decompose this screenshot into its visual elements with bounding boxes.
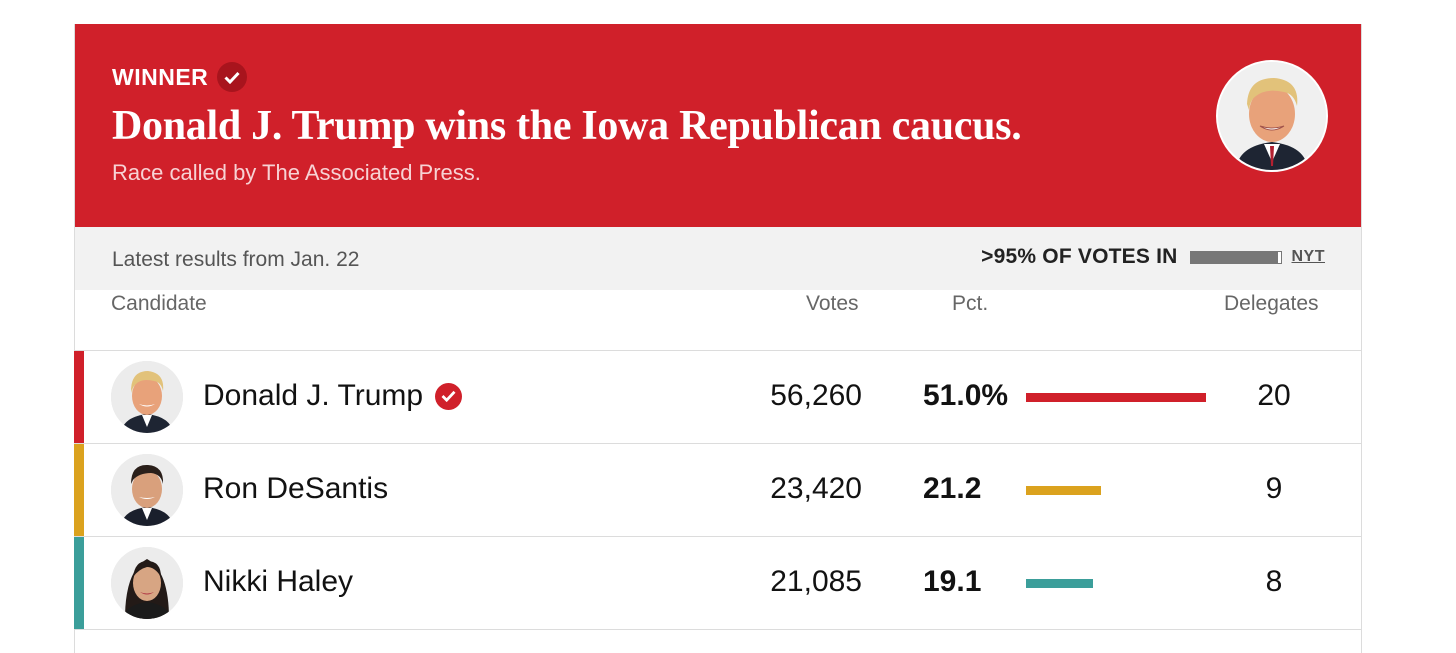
- candidate-name-cell: Donald J. Trump: [203, 379, 463, 413]
- candidate-name: Nikki Haley: [203, 565, 354, 598]
- source-link[interactable]: NYT: [1291, 248, 1325, 265]
- candidate-name: Ron DeSantis: [203, 472, 389, 505]
- table-row: Nikki Haley 21,085 19.1 8: [74, 537, 1362, 630]
- candidate-name-cell: Nikki Haley: [203, 565, 353, 599]
- percentage-bar: [1026, 486, 1101, 495]
- vote-count: 21,085: [770, 565, 862, 598]
- winner-banner: WINNER Donald J. Trump wins the Iowa Rep…: [75, 24, 1361, 227]
- party-color-stripe: [74, 444, 84, 536]
- winner-photo: [1216, 60, 1328, 172]
- party-color-stripe: [74, 537, 84, 629]
- check-icon: [217, 62, 248, 92]
- candidate-name-cell: Ron DeSantis: [203, 472, 388, 506]
- table-row: Ron DeSantis 23,420 21.2 9: [74, 444, 1362, 537]
- race-called-note: Race called by The Associated Press.: [112, 160, 481, 185]
- vote-percentage: 51.0%: [923, 379, 1009, 412]
- delegate-count: 20: [1257, 379, 1291, 412]
- winner-label: WINNER: [112, 63, 209, 90]
- vote-count: 23,420: [770, 472, 862, 505]
- party-color-stripe: [74, 351, 84, 443]
- vote-percentage: 19.1: [923, 565, 982, 598]
- candidate-name: Donald J. Trump: [203, 379, 424, 412]
- table-row: Donald J. Trump 56,260 51.0% 20: [74, 351, 1362, 444]
- percentage-bar: [1026, 393, 1206, 402]
- avatar: [111, 361, 183, 433]
- delegate-count: 9: [1265, 472, 1283, 505]
- votes-in-progress: [1189, 250, 1282, 264]
- avatar: [111, 454, 183, 526]
- headline: Donald J. Trump wins the Iowa Republican…: [112, 103, 1022, 149]
- header-votes: Votes: [806, 292, 859, 315]
- header-divider: [74, 350, 1362, 351]
- latest-results-date: Latest results from Jan. 22: [112, 248, 360, 271]
- vote-percentage: 21.2: [923, 472, 982, 505]
- votes-in-progress-fill: [1190, 251, 1278, 263]
- delegate-count: 8: [1265, 565, 1283, 598]
- header-delegates: Delegates: [1224, 292, 1319, 315]
- results-card: WINNER Donald J. Trump wins the Iowa Rep…: [74, 24, 1362, 653]
- header-pct: Pct.: [952, 292, 989, 315]
- avatar: [111, 547, 183, 619]
- winner-check-icon: [435, 382, 463, 410]
- votes-in-label: >95% OF VOTES IN: [981, 245, 1178, 268]
- header-candidate: Candidate: [111, 292, 207, 315]
- vote-count: 56,260: [770, 379, 862, 412]
- winner-row: WINNER: [112, 62, 248, 92]
- percentage-bar: [1026, 579, 1094, 588]
- results-status-bar: Latest results from Jan. 22 >95% OF VOTE…: [75, 227, 1361, 290]
- votes-in-indicator: >95% OF VOTES IN NYT: [981, 245, 1325, 269]
